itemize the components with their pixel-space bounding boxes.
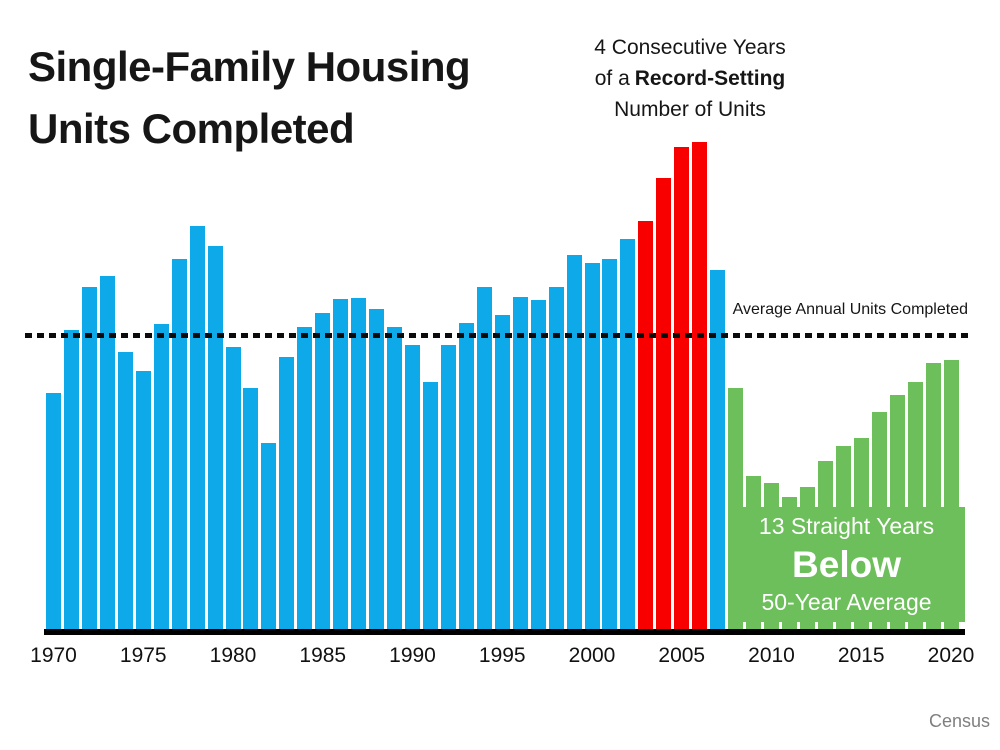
bar-1978 [190,226,205,629]
record-annotation-line3: Number of Units [614,98,766,121]
bar-1985 [315,313,330,629]
bar-1993 [459,323,474,629]
bar-1981 [243,388,258,629]
x-tick-2000: 2000 [568,644,616,667]
bar-1984 [297,327,312,629]
x-tick-1980: 1980 [209,644,257,667]
bar-1983 [279,357,294,629]
x-tick-2015: 2015 [837,644,885,667]
bar-1992 [441,345,456,629]
record-annotation-line2-bold: Record-Setting [634,67,786,90]
x-tick-2005: 2005 [658,644,706,667]
bar-1975 [136,371,151,629]
average-line-label: Average Annual Units Completed [732,301,968,318]
callout-line3: 50-Year Average [761,588,932,615]
bar-2000 [585,263,600,629]
bar-1995 [495,315,510,629]
x-tick-1970: 1970 [30,644,77,667]
callout-line1: 13 Straight Years [758,513,935,540]
average-dashed-line [25,333,970,338]
bar-1980 [226,347,241,629]
bar-1988 [369,309,384,629]
record-annotation-line2: of a Record-Setting [540,63,840,94]
bar-1973 [100,276,115,629]
x-tick-1995: 1995 [478,644,526,667]
bar-1974 [118,352,133,629]
bar-1982 [261,443,276,629]
bar-1976 [154,324,169,629]
record-annotation-line2-prefix: of a [594,67,630,90]
bar-1996 [513,297,528,629]
bar-1979 [208,246,223,629]
x-tick-1985: 1985 [299,644,347,667]
bar-2006 [692,142,707,629]
bar-1997 [531,300,546,629]
bar-1991 [423,382,438,629]
record-annotation-line1: 4 Consecutive Years [594,36,786,59]
bar-1998 [549,287,564,629]
x-tick-2010: 2010 [748,644,795,667]
x-axis-line [44,629,965,635]
bar-2007 [710,270,725,629]
chart-title-line2: Units Completed [28,105,355,152]
bar-1977 [172,259,187,629]
x-tick-1975: 1975 [119,644,167,667]
bar-1989 [387,327,402,629]
bar-2005 [674,147,689,629]
source-credit: Census [928,711,990,731]
callout-line2: Below [792,543,901,585]
bar-1987 [351,298,366,629]
bar-1994 [477,287,492,629]
bar-1986 [333,299,348,629]
chart-title-line1: Single-Family Housing [28,43,471,90]
x-tick-2020: 2020 [927,644,975,667]
bar-1990 [405,345,420,629]
bar-2004 [656,178,671,629]
bar-1971 [64,330,79,629]
below-average-callout: 13 Straight Years Below 50-Year Average [728,507,965,622]
chart-title: Single-Family Housing Units Completed [28,36,471,160]
x-tick-1990: 1990 [389,644,436,667]
bar-1999 [567,255,582,629]
bar-2003 [638,221,653,629]
bar-1972 [82,287,97,629]
bar-1970 [46,393,61,629]
bar-2001 [602,259,617,629]
record-setting-annotation: 4 Consecutive Years of a Record-Setting N… [540,32,840,125]
